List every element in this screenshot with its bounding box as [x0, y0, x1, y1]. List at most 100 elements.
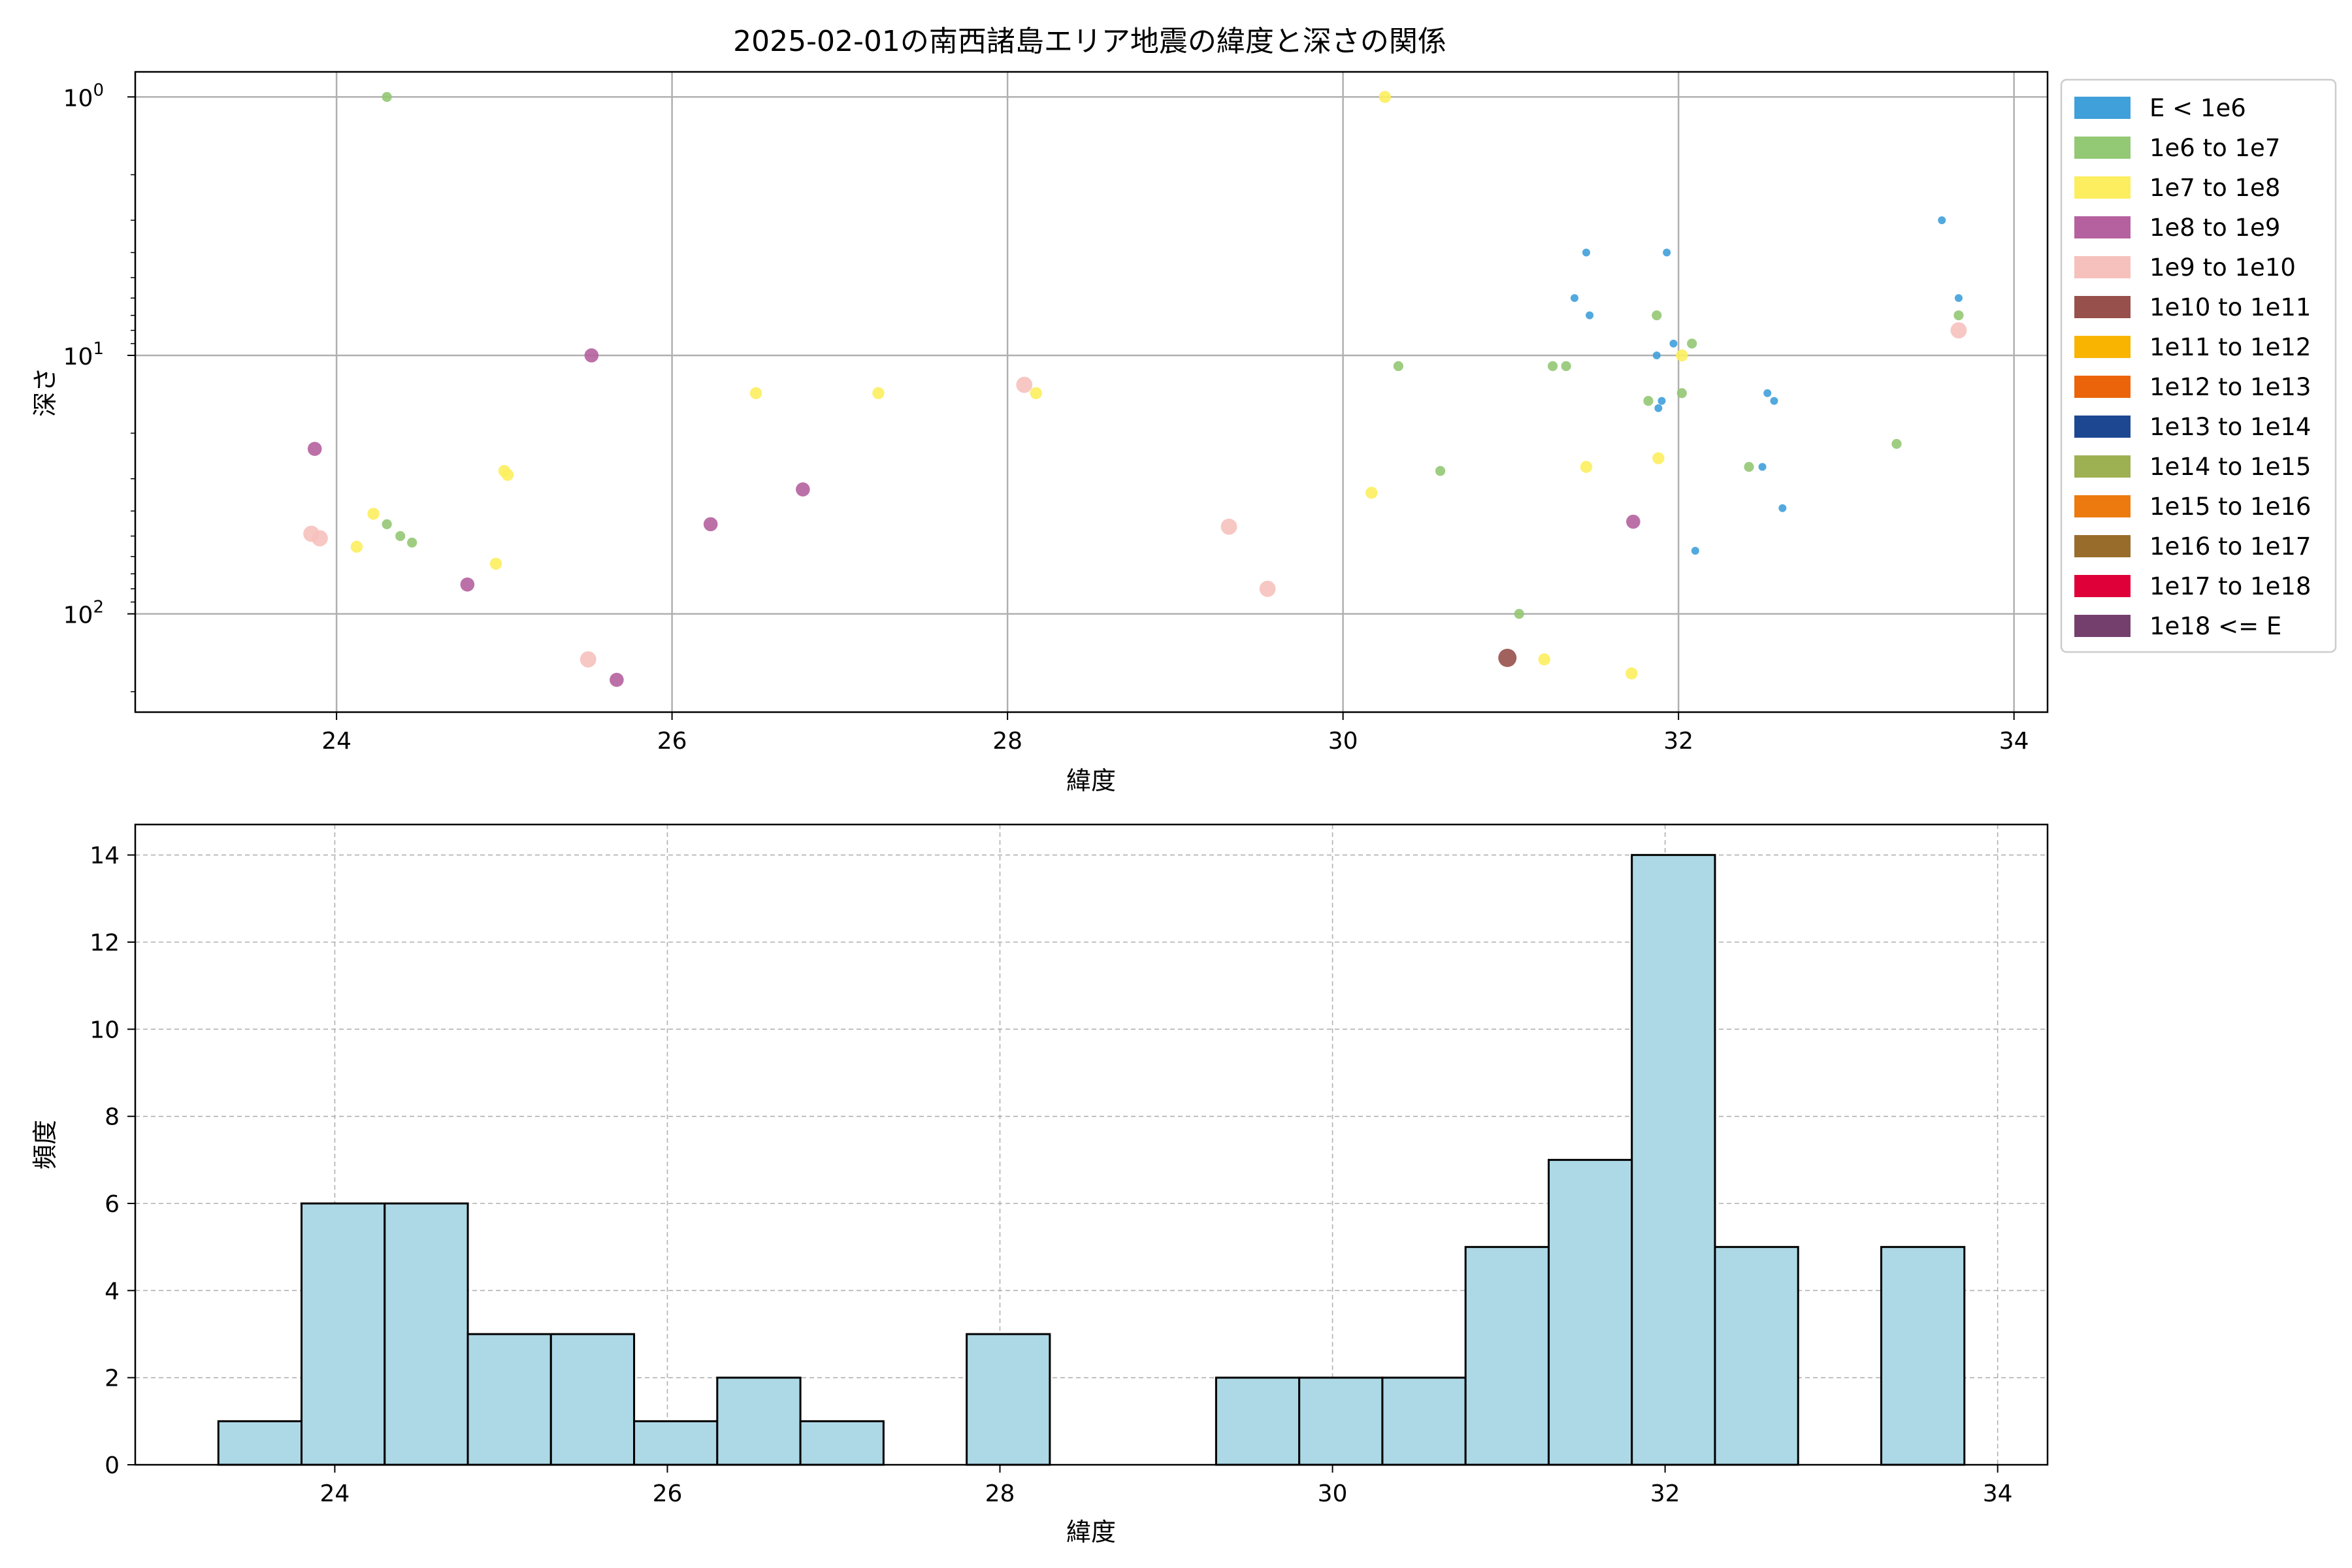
scatter-point — [395, 531, 406, 542]
legend-swatch — [2074, 176, 2131, 199]
legend-swatch — [2074, 495, 2131, 517]
histogram-bar — [1714, 1246, 1799, 1466]
scatter-point — [367, 508, 380, 520]
scatter-point — [1643, 396, 1654, 406]
scatter-y-tick-base: 10 — [63, 602, 93, 629]
legend-swatch — [2074, 336, 2131, 358]
scatter-point — [1953, 310, 1964, 321]
scatter-y-tick-exponent: 0 — [93, 80, 104, 100]
scatter-point — [1652, 351, 1661, 359]
histogram-bar — [549, 1333, 636, 1466]
histogram-x-tick-label: 24 — [320, 1480, 350, 1507]
legend-label: 1e9 to 1e10 — [2149, 253, 2296, 282]
scatter-point — [1538, 653, 1550, 666]
scatter-point — [1220, 518, 1237, 535]
scatter-point — [610, 672, 624, 687]
scatter-point — [1691, 546, 1699, 555]
scatter-point — [1379, 91, 1392, 103]
scatter-point — [1586, 311, 1594, 319]
scatter-x-ticks: 24 26 28 30 32 34 — [321, 712, 2029, 755]
histogram-frame — [134, 823, 2049, 1466]
scatter-point — [1561, 361, 1571, 371]
legend-label: 1e15 to 1e16 — [2149, 493, 2311, 521]
legend-label: 1e13 to 1e14 — [2149, 413, 2311, 441]
histogram-bars — [217, 854, 1966, 1466]
scatter-point — [872, 387, 885, 399]
histogram-bar — [301, 1202, 386, 1466]
scatter-point — [1891, 438, 1902, 449]
scatter-point — [1435, 466, 1446, 476]
legend-label: 1e11 to 1e12 — [2149, 333, 2311, 361]
scatter-x-axis-label: 緯度 — [1066, 766, 1116, 795]
legend-swatch — [2074, 137, 2131, 159]
scatter-point — [350, 540, 363, 553]
scatter-point — [1658, 397, 1666, 405]
scatter-point — [580, 651, 596, 668]
scatter-x-tick-label: 30 — [1328, 728, 1358, 755]
legend-label: 1e14 to 1e15 — [2149, 453, 2311, 481]
legend-entries: E < 1e6 1e6 to 1e7 1e7 to 1e8 1e8 to 1e9 1e9… — [2074, 94, 2311, 640]
scatter-point — [1498, 648, 1517, 667]
scatter-point — [749, 387, 762, 399]
scatter-x-tick-label: 24 — [321, 728, 351, 755]
legend-label: 1e17 to 1e18 — [2149, 572, 2311, 600]
scatter-point — [1676, 388, 1687, 399]
histogram-y-tick-label: 2 — [105, 1365, 120, 1392]
histogram-bar — [1631, 854, 1716, 1466]
scatter-point — [382, 519, 392, 529]
histogram-y-tick-label: 14 — [90, 843, 120, 870]
scatter-point — [1654, 404, 1663, 412]
scatter-point — [1652, 452, 1665, 465]
legend-label: 1e8 to 1e9 — [2149, 214, 2280, 242]
histogram-y-axis-label: 頻度 — [31, 1120, 59, 1169]
scatter-point — [1652, 310, 1662, 321]
scatter-points — [303, 91, 1967, 687]
scatter-y-tick-base: 10 — [63, 344, 93, 370]
scatter-point — [796, 482, 810, 497]
histogram-bar — [633, 1420, 719, 1466]
scatter-point — [1950, 322, 1967, 339]
legend-label: 1e7 to 1e8 — [2149, 174, 2280, 202]
histogram-x-tick-label: 28 — [985, 1480, 1015, 1507]
scatter-point — [312, 530, 328, 547]
scatter-point — [1687, 338, 1697, 349]
legend-swatch — [2074, 216, 2131, 238]
scatter-y-tick-label: 101 — [63, 339, 104, 370]
legend-swatch — [2074, 455, 2131, 478]
scatter-point — [703, 517, 718, 532]
chart-title: 2025-02-01の南西諸島エリア地震の緯度と深さの関係 — [733, 25, 1446, 58]
scatter-point — [1758, 463, 1767, 471]
histogram-bar — [1298, 1377, 1384, 1466]
scatter-x-tick-label: 32 — [1663, 728, 1693, 755]
histogram-bar — [1547, 1158, 1633, 1466]
histogram-y-tick-label: 4 — [105, 1278, 120, 1305]
histogram-y-tick-label: 8 — [105, 1104, 120, 1131]
histogram-y-tick-label: 10 — [90, 1017, 120, 1043]
scatter-point — [1744, 462, 1754, 472]
scatter-frame — [134, 71, 2049, 713]
legend-swatch — [2074, 97, 2131, 119]
legend-swatch — [2074, 256, 2131, 278]
histogram-bar — [217, 1420, 303, 1466]
legend-label: 1e18 <= E — [2149, 612, 2281, 640]
histogram-bar — [966, 1333, 1051, 1466]
scatter-plot-area — [135, 72, 2048, 712]
scatter-point — [1676, 349, 1688, 362]
scatter-x-tick-label: 28 — [992, 728, 1022, 755]
scatter-y-tick-label: 100 — [63, 80, 104, 112]
histogram-bar — [716, 1377, 802, 1466]
scatter-point — [1514, 608, 1524, 619]
scatter-point — [1778, 504, 1787, 512]
scatter-point — [489, 557, 502, 570]
histogram-bar — [384, 1202, 469, 1466]
scatter-point — [1393, 361, 1403, 371]
scatter-point — [1626, 514, 1641, 529]
scatter-point — [1582, 248, 1590, 257]
legend-label: 1e10 to 1e11 — [2149, 293, 2311, 321]
scatter-point — [1365, 487, 1378, 499]
scatter-gridlines — [135, 72, 2048, 712]
legend-swatch — [2074, 416, 2131, 438]
scatter-point — [1570, 294, 1578, 302]
